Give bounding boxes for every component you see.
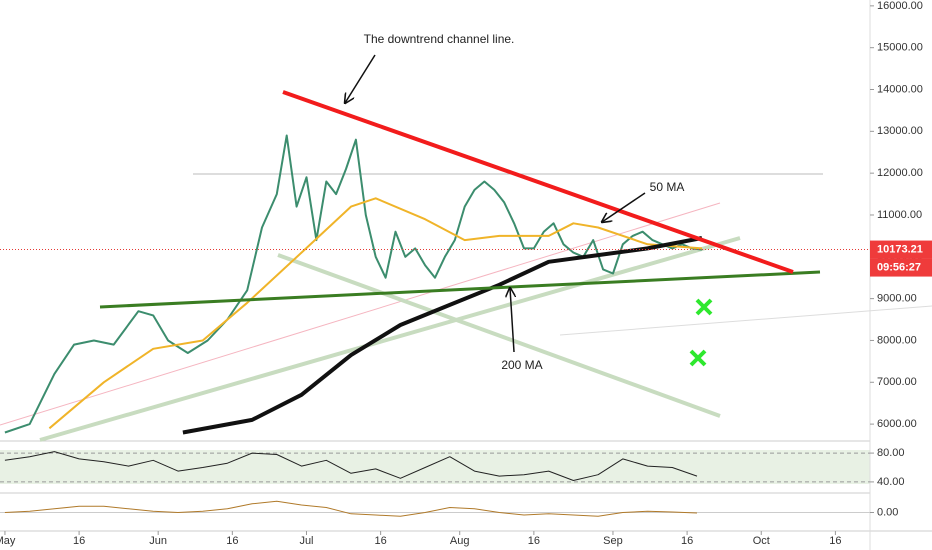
x-tick-label: Jun	[149, 535, 167, 547]
annotation: The downtrend channel line.	[364, 32, 515, 46]
trend-line	[277, 253, 721, 418]
x-tick-label: Aug	[450, 535, 470, 547]
countdown-label: 09:56:27	[877, 261, 921, 273]
y-tick-label: 11000.00	[877, 209, 922, 221]
series-line	[4, 500, 698, 517]
arrow	[602, 192, 646, 222]
x-tick-label: Jul	[299, 535, 313, 547]
annotation: 50 MA	[650, 180, 685, 194]
y-tick-label: 0.00	[877, 506, 898, 518]
y-tick-label: 15000.00	[877, 42, 923, 54]
x-mark	[689, 349, 707, 367]
x-tick-label: 16	[829, 535, 841, 547]
y-tick-label: 8000.00	[877, 334, 917, 346]
series-line	[48, 197, 702, 430]
y-tick-label: 14000.00	[877, 83, 923, 95]
overlays: The downtrend channel line. 50 MA 200 MA	[99, 32, 821, 372]
x-tick-label: May	[0, 535, 16, 547]
last-price-box	[870, 240, 932, 259]
support-line	[99, 270, 821, 309]
x-tick-label: 16	[375, 535, 387, 547]
annotation: 200 MA	[501, 358, 542, 372]
y-tick-label: 6000.00	[877, 418, 917, 430]
series-line	[4, 134, 703, 434]
arrow	[510, 288, 514, 353]
y-tick-label: 40.00	[877, 476, 905, 488]
x-tick-label: Sep	[603, 535, 623, 547]
arrow	[345, 54, 376, 103]
y-tick-label: 13000.00	[877, 125, 923, 137]
trend-line	[559, 305, 932, 336]
trend-line	[39, 236, 741, 442]
series-line	[182, 236, 703, 435]
x-tick-label: 16	[528, 535, 540, 547]
x-tick-label: Oct	[753, 535, 770, 547]
last-price-label: 10173.21	[877, 243, 923, 255]
rsi-band	[0, 450, 870, 484]
x-tick-label: 16	[73, 535, 85, 547]
countdown-box	[870, 258, 932, 277]
y-tick-label: 80.00	[877, 447, 905, 459]
y-tick-label: 7000.00	[877, 376, 917, 388]
series-line	[4, 451, 698, 481]
x-tick-label: 16	[681, 535, 693, 547]
y-tick-label: 12000.00	[877, 167, 923, 179]
trend-line	[0, 202, 721, 426]
downtrend-line	[282, 90, 794, 274]
y-tick-label: 9000.00	[877, 293, 917, 305]
x-tick-label: 16	[226, 535, 238, 547]
drawings	[0, 173, 932, 442]
x-mark	[695, 298, 713, 316]
y-tick-label: 16000.00	[877, 0, 923, 12]
